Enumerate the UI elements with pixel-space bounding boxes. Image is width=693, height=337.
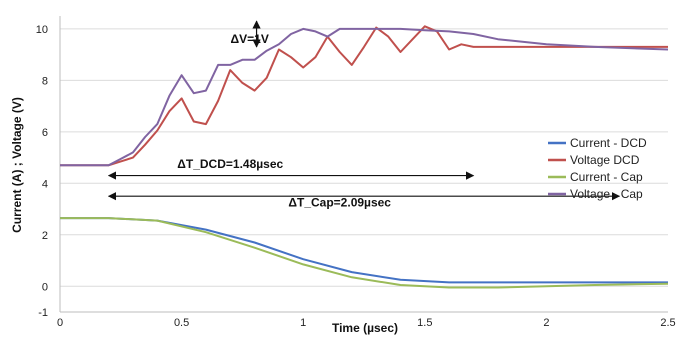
series-line-current-dcd [60, 217, 668, 284]
y-tick-label: 10 [36, 24, 48, 36]
legend-entry: Voltage DCD [570, 153, 640, 167]
axes: -1 0 2 4 6 8 10 0 0.5 1 1.5 2 2.5 [36, 16, 676, 329]
y-axis-title: Current (A) ; Voltage (V) [10, 97, 24, 233]
x-tick-label: 1 [300, 317, 306, 329]
annotation-label: ΔT_Cap=2.09µsec [288, 195, 391, 209]
annotations: ΔV=1V ΔT_DCD=1.48µsec ΔT_Cap=2.09µsec [107, 20, 621, 209]
x-tick-label: 0 [57, 317, 63, 329]
x-axis-title: Time (µsec) [332, 321, 398, 335]
annotation-label: ΔT_DCD=1.48µsec [177, 157, 283, 171]
series-line-voltage-cap [60, 27, 669, 167]
x-tick-label: 1.5 [417, 317, 432, 329]
legend-entry: Current - DCD [570, 136, 647, 150]
x-tick-label: 0.5 [174, 317, 189, 329]
legend: Current - DCD Voltage DCD Current - Cap Vol… [548, 136, 647, 201]
y-tick-label: 2 [42, 230, 48, 242]
x-tick-label: 2 [543, 317, 549, 329]
x-tick-label: 2.5 [660, 317, 675, 329]
annotation-label: ΔV=1V [231, 32, 269, 46]
series-lines [60, 25, 669, 289]
y-tick-label: 0 [42, 281, 48, 293]
y-tick-label: -1 [38, 307, 48, 319]
y-tick-label: 8 [42, 75, 48, 87]
y-tick-label: 4 [42, 178, 48, 190]
series-line-current-cap [60, 217, 669, 289]
legend-entry: Current - Cap [570, 170, 643, 184]
y-tick-label: 6 [42, 127, 48, 139]
series-line-voltage-dcd [60, 25, 668, 167]
legend-entry: Voltage - Cap [570, 187, 643, 201]
